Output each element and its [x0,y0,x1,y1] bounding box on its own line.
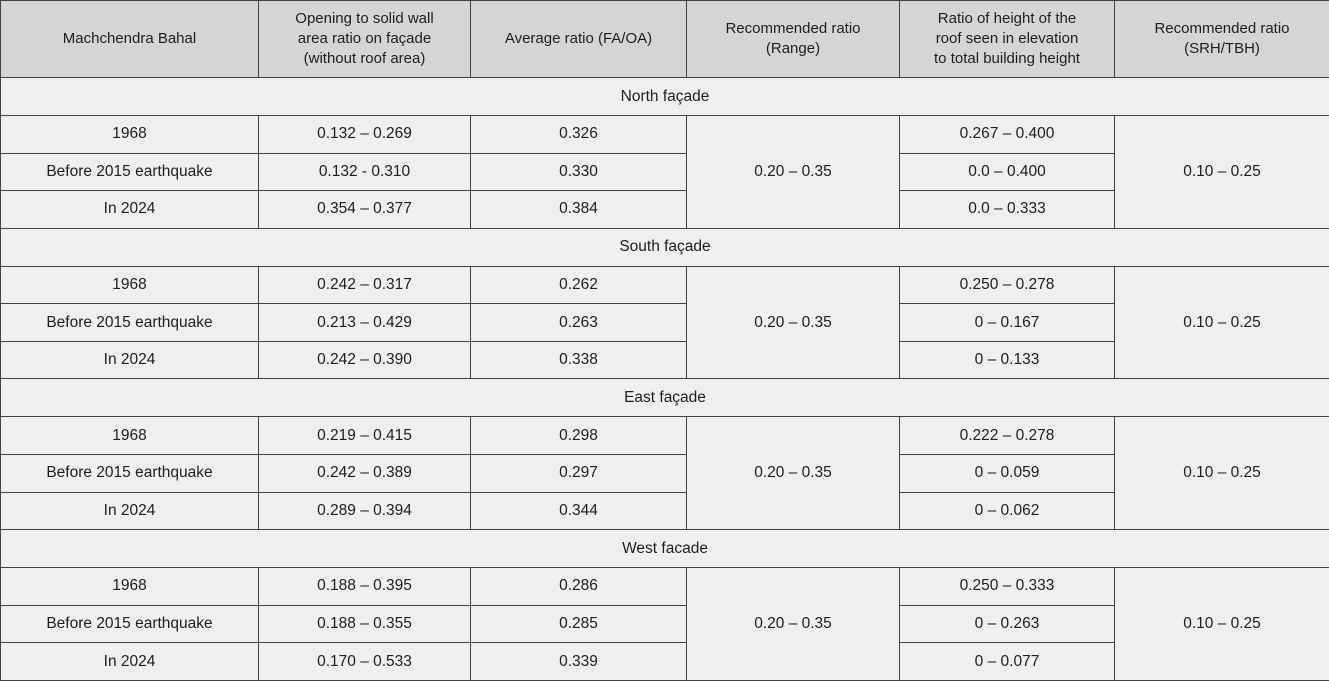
average-ratio-cell: 0.285 [470,604,687,644]
average-ratio-cell: 0.330 [470,152,687,192]
table-row: In 2024 0.170 – 0.533 0.339 0 – 0.077 [0,642,1329,681]
section-header-row-east: East façade [0,378,1329,418]
roof-height-ratio-cell: 0 – 0.062 [899,491,1115,531]
table-row: 1968 0.188 – 0.395 0.286 0.20 – 0.35 0.2… [0,567,1329,681]
average-ratio-cell: 0.286 [470,567,687,606]
row-label-cell: In 2024 [0,190,259,229]
col-header-recommended-srh: Recommended ratio (SRH/TBH) [1114,0,1329,78]
row-label-cell: 1968 [0,416,259,456]
section-header-row-south: South façade [0,227,1329,267]
col-header-average-ratio: Average ratio (FA/OA) [470,0,687,78]
recommended-srh-cell: 0.10 – 0.25 [1114,567,1329,681]
recommended-range-cell: 0.20 – 0.35 [686,567,900,681]
roof-height-ratio-cell: 0.250 – 0.333 [899,567,1115,606]
table-row: In 2024 0.242 – 0.390 0.338 0 – 0.133 [0,340,1329,380]
opening-ratio-cell: 0.242 – 0.389 [258,454,471,493]
average-ratio-cell: 0.263 [470,303,687,342]
col-header-opening-ratio: Opening to solid wall area ratio on faça… [258,0,471,78]
section-title: West facade [0,529,1329,569]
table-row: Before 2015 earthquake 0.213 – 0.429 0.2… [0,303,1329,342]
opening-ratio-cell: 0.219 – 0.415 [258,416,471,456]
table-row: 1968 0.219 – 0.415 0.298 0.20 – 0.35 0.2… [0,416,1329,531]
row-label-cell: In 2024 [0,642,259,681]
row-label-cell: 1968 [0,567,259,606]
row-label-cell: Before 2015 earthquake [0,152,259,192]
table-row: Before 2015 earthquake 0.188 – 0.355 0.2… [0,604,1329,644]
table-row: Before 2015 earthquake 0.242 – 0.389 0.2… [0,454,1329,493]
section-header-row-west: West facade [0,529,1329,569]
roof-height-ratio-cell: 0.250 – 0.278 [899,265,1115,305]
recommended-srh-cell: 0.10 – 0.25 [1114,265,1329,380]
row-label-cell: In 2024 [0,340,259,380]
recommended-srh-cell: 0.10 – 0.25 [1114,416,1329,531]
recommended-range-cell: 0.20 – 0.35 [686,265,900,380]
row-label-cell: Before 2015 earthquake [0,303,259,342]
roof-height-ratio-cell: 0 – 0.059 [899,454,1115,493]
table-row: In 2024 0.354 – 0.377 0.384 0.0 – 0.333 [0,190,1329,229]
section-title: East façade [0,378,1329,418]
average-ratio-cell: 0.344 [470,491,687,531]
section-title: South façade [0,227,1329,267]
section-title: North façade [0,76,1329,117]
header-row: Machchendra Bahal Opening to solid wall … [0,0,1329,78]
opening-ratio-cell: 0.354 – 0.377 [258,190,471,229]
row-label-cell: In 2024 [0,491,259,531]
opening-ratio-cell: 0.242 – 0.317 [258,265,471,305]
average-ratio-cell: 0.338 [470,340,687,380]
average-ratio-cell: 0.262 [470,265,687,305]
roof-height-ratio-cell: 0 – 0.263 [899,604,1115,644]
opening-ratio-cell: 0.213 – 0.429 [258,303,471,342]
roof-height-ratio-cell: 0 – 0.077 [899,642,1115,681]
opening-ratio-cell: 0.132 – 0.269 [258,115,471,154]
average-ratio-cell: 0.339 [470,642,687,681]
opening-ratio-cell: 0.289 – 0.394 [258,491,471,531]
roof-height-ratio-cell: 0.222 – 0.278 [899,416,1115,456]
average-ratio-cell: 0.297 [470,454,687,493]
opening-ratio-cell: 0.242 – 0.390 [258,340,471,380]
table-row: 1968 0.242 – 0.317 0.262 0.20 – 0.35 0.2… [0,265,1329,380]
opening-ratio-cell: 0.132 - 0.310 [258,152,471,192]
col-header-roof-height-ratio: Ratio of height of the roof seen in elev… [899,0,1115,78]
roof-height-ratio-cell: 0.0 – 0.333 [899,190,1115,229]
row-label-cell: Before 2015 earthquake [0,454,259,493]
col-header-building: Machchendra Bahal [0,0,259,78]
section-header-row-north: North façade [0,76,1329,117]
roof-height-ratio-cell: 0 – 0.133 [899,340,1115,380]
col-header-recommended-range: Recommended ratio (Range) [686,0,900,78]
row-label-cell: 1968 [0,115,259,154]
table-row: Before 2015 earthquake 0.132 - 0.310 0.3… [0,152,1329,192]
table-row: 1968 0.132 – 0.269 0.326 0.20 – 0.35 0.2… [0,115,1329,229]
opening-ratio-cell: 0.188 – 0.395 [258,567,471,606]
opening-ratio-cell: 0.170 – 0.533 [258,642,471,681]
recommended-srh-cell: 0.10 – 0.25 [1114,115,1329,229]
roof-height-ratio-cell: 0.267 – 0.400 [899,115,1115,154]
opening-ratio-cell: 0.188 – 0.355 [258,604,471,644]
recommended-range-cell: 0.20 – 0.35 [686,115,900,229]
average-ratio-cell: 0.326 [470,115,687,154]
roof-height-ratio-cell: 0.0 – 0.400 [899,152,1115,192]
roof-height-ratio-cell: 0 – 0.167 [899,303,1115,342]
table-row: In 2024 0.289 – 0.394 0.344 0 – 0.062 [0,491,1329,531]
row-label-cell: Before 2015 earthquake [0,604,259,644]
average-ratio-cell: 0.384 [470,190,687,229]
row-label-cell: 1968 [0,265,259,305]
average-ratio-cell: 0.298 [470,416,687,456]
recommended-range-cell: 0.20 – 0.35 [686,416,900,531]
